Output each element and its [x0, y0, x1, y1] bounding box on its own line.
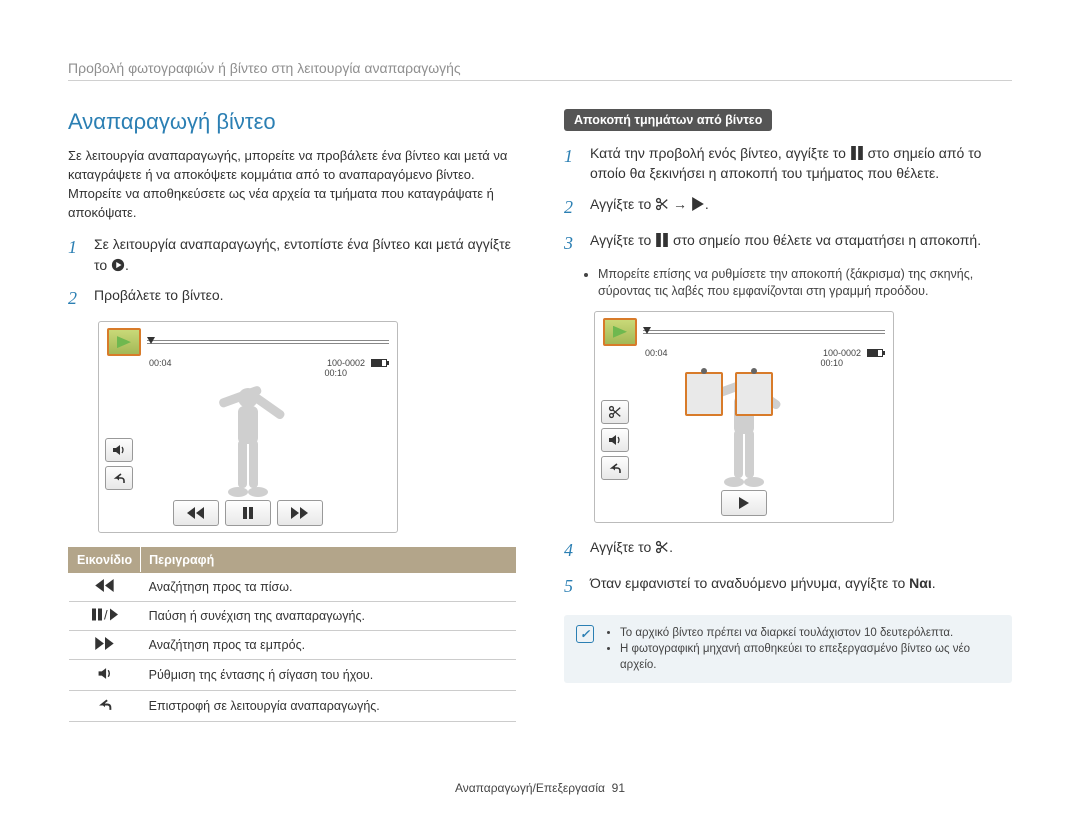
note-item: Το αρχικό βίντεο πρέπει να διαρκεί τουλά…	[620, 625, 1000, 641]
step-r4: 4 Αγγίξτε το .	[564, 537, 1012, 563]
forward-icon	[95, 637, 115, 650]
step-r1: 1 Κατά την προβολή ενός βίντεο, αγγίξτε …	[564, 143, 1012, 184]
playhead-icon	[147, 337, 155, 344]
breadcrumb: Προβολή φωτογραφιών ή βίντεο στη λειτουρ…	[68, 60, 1012, 81]
file-number: 100-0002	[823, 348, 861, 358]
step-number: 1	[564, 143, 580, 184]
play-circle-icon	[111, 258, 125, 272]
table-row: Ρύθμιση της έντασης ή σίγαση του ήχου.	[69, 660, 516, 691]
step-r2-text-b: →	[673, 196, 691, 212]
total-time: 00:10	[820, 358, 843, 368]
scissors-icon	[655, 540, 669, 554]
video-timeline	[643, 330, 885, 334]
video-thumbnail-icon	[107, 328, 141, 356]
battery-icon	[371, 359, 387, 367]
page-footer: Αναπαραγωγή/Επεξεργασία 91	[0, 781, 1080, 795]
table-row: / Παύση ή συνέχιση της αναπαραγωγής.	[69, 602, 516, 631]
video-thumbnail-icon	[603, 318, 637, 346]
rewind-button[interactable]	[173, 500, 219, 526]
trim-handle-left[interactable]	[685, 372, 723, 416]
section-badge: Αποκοπή τμημάτων από βίντεο	[564, 109, 772, 131]
step-r5: 5 Όταν εμφανιστεί το αναδυόμενο μήνυμα, …	[564, 573, 1012, 599]
desc-cell: Ρύθμιση της έντασης ή σίγαση του ήχου.	[141, 660, 516, 691]
total-time: 00:10	[324, 368, 347, 378]
note-icon: ✓	[576, 625, 594, 643]
playhead-icon	[643, 327, 651, 334]
step-r5-text-b: Ναι	[909, 575, 932, 591]
pause-button[interactable]	[225, 500, 271, 526]
step-r3-sub: Μπορείτε επίσης να ρυθμίσετε την αποκοπή…	[598, 266, 1012, 301]
back-icon	[96, 697, 114, 712]
left-column: Αναπαραγωγή βίντεο Σε λειτουργία αναπαρα…	[68, 109, 516, 722]
step-number: 2	[68, 285, 84, 311]
pause-icon	[655, 233, 669, 247]
scissors-button[interactable]	[601, 400, 629, 424]
back-button[interactable]	[105, 466, 133, 490]
table-row: Αναζήτηση προς τα πίσω.	[69, 573, 516, 602]
pause-icon	[850, 146, 864, 160]
step-r2-text-a: Αγγίξτε το	[590, 196, 655, 212]
step-1: 1 Σε λειτουργία αναπαραγωγής, εντοπίστε …	[68, 234, 516, 275]
step-2: 2 Προβάλετε το βίντεο.	[68, 285, 516, 311]
th-desc: Περιγραφή	[141, 548, 516, 573]
play-icon	[691, 197, 705, 211]
step-1-text: Σε λειτουργία αναπαραγωγής, εντοπίστε έν…	[94, 236, 511, 272]
step-number: 2	[564, 194, 580, 220]
forward-button[interactable]	[277, 500, 323, 526]
step-r4-text: Αγγίξτε το	[590, 539, 655, 555]
step-number: 3	[564, 230, 580, 256]
elapsed-time: 00:04	[645, 348, 668, 358]
svg-text:/: /	[104, 608, 108, 621]
footer-section: Αναπαραγωγή/Επεξεργασία	[455, 781, 605, 795]
page-number: 91	[612, 781, 625, 795]
elapsed-time: 00:04	[149, 358, 172, 368]
desc-cell: Επιστροφή σε λειτουργία αναπαραγωγής.	[141, 691, 516, 722]
volume-button[interactable]	[105, 438, 133, 462]
battery-icon	[867, 349, 883, 357]
note-box: ✓ Το αρχικό βίντεο πρέπει να διαρκεί του…	[564, 615, 1012, 683]
step-r2: 2 Αγγίξτε το → .	[564, 194, 1012, 220]
note-item: Η φωτογραφική μηχανή αποθηκεύει το επεξε…	[620, 641, 1000, 673]
desc-cell: Αναζήτηση προς τα εμπρός.	[141, 631, 516, 660]
step-r5-text-a: Όταν εμφανιστεί το αναδυόμενο μήνυμα, αγ…	[590, 575, 909, 591]
step-number: 4	[564, 537, 580, 563]
person-silhouette-icon	[208, 384, 288, 498]
desc-cell: Παύση ή συνέχιση της αναπαραγωγής.	[141, 602, 516, 631]
video-player-mock: 00:04 100-0002 00:10	[98, 321, 398, 533]
step-number: 1	[68, 234, 84, 275]
video-trim-mock: 00:04 100-0002 00:10	[594, 311, 894, 523]
icon-table: Εικονίδιο Περιγραφή Αναζήτηση προς τα πί…	[68, 547, 516, 722]
volume-icon	[96, 666, 114, 681]
file-number: 100-0002	[327, 358, 365, 368]
intro-text: Σε λειτουργία αναπαραγωγής, μπορείτε να …	[68, 147, 516, 222]
desc-cell: Αναζήτηση προς τα πίσω.	[141, 573, 516, 602]
page-title: Αναπαραγωγή βίντεο	[68, 109, 516, 135]
pause-play-icon: /	[92, 608, 118, 621]
scissors-icon	[655, 197, 669, 211]
trim-handle-right[interactable]	[735, 372, 773, 416]
rewind-icon	[95, 579, 115, 592]
step-2-text: Προβάλετε το βίντεο.	[94, 285, 516, 311]
step-number: 5	[564, 573, 580, 599]
th-icon: Εικονίδιο	[69, 548, 141, 573]
table-row: Επιστροφή σε λειτουργία αναπαραγωγής.	[69, 691, 516, 722]
sub-text: Μπορείτε επίσης να ρυθμίσετε την αποκοπή…	[598, 266, 1012, 301]
play-button[interactable]	[721, 490, 767, 516]
table-row: Αναζήτηση προς τα εμπρός.	[69, 631, 516, 660]
video-timeline	[147, 340, 389, 344]
step-r3: 3 Αγγίξτε το στο σημείο που θέλετε να στ…	[564, 230, 1012, 256]
back-button[interactable]	[601, 456, 629, 480]
right-column: Αποκοπή τμημάτων από βίντεο 1 Κατά την π…	[564, 109, 1012, 722]
volume-button[interactable]	[601, 428, 629, 452]
